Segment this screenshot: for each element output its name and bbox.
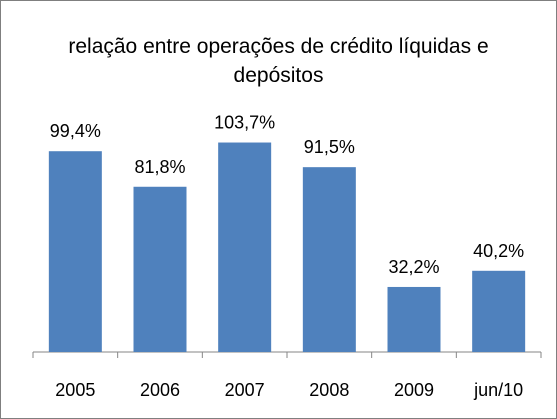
bar — [302, 167, 356, 352]
chart-title: relação entre operações de crédito líqui… — [68, 35, 489, 87]
x-tick-label: 2006 — [140, 380, 180, 400]
x-tick-label: jun/10 — [473, 380, 523, 400]
bar — [472, 270, 526, 352]
bar — [218, 142, 272, 352]
x-tick-label: 2008 — [309, 380, 349, 400]
chart-title-box: relação entre operações de crédito líqui… — [0, 32, 557, 90]
data-label: 99,4% — [50, 121, 101, 141]
data-label: 81,8% — [134, 157, 185, 177]
bar — [133, 186, 187, 352]
x-tick-label: 2009 — [394, 380, 434, 400]
bar — [387, 286, 441, 352]
bar — [48, 151, 102, 352]
data-label: 40,2% — [473, 241, 524, 261]
data-label: 91,5% — [304, 137, 355, 157]
data-label: 32,2% — [388, 257, 439, 277]
data-label: 103,7% — [214, 113, 275, 133]
x-tick-label: 2007 — [225, 380, 265, 400]
x-tick-label: 2005 — [55, 380, 95, 400]
